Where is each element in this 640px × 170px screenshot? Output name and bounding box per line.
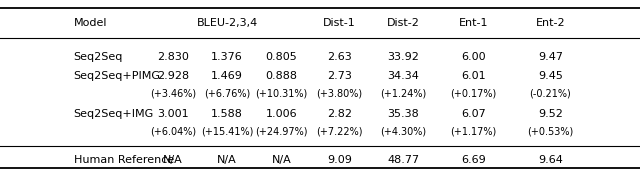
Text: Model: Model	[74, 18, 107, 28]
Text: Seq2Seq+IMG: Seq2Seq+IMG	[74, 109, 154, 119]
Text: 35.38: 35.38	[387, 109, 419, 119]
Text: 6.07: 6.07	[461, 109, 486, 119]
Text: (+3.46%): (+3.46%)	[150, 89, 196, 98]
Text: N/A: N/A	[272, 155, 291, 165]
Text: (+1.24%): (+1.24%)	[380, 89, 426, 98]
Text: (+3.80%): (+3.80%)	[316, 89, 362, 98]
Text: BLEU-2,3,4: BLEU-2,3,4	[196, 18, 258, 28]
Text: (+4.30%): (+4.30%)	[380, 127, 426, 137]
Text: Seq2Seq+PIMG: Seq2Seq+PIMG	[74, 71, 161, 81]
Text: 34.34: 34.34	[387, 71, 419, 81]
Text: (+15.41%): (+15.41%)	[201, 127, 253, 137]
Text: 2.73: 2.73	[327, 71, 351, 81]
Text: 2.830: 2.830	[157, 52, 189, 62]
Text: 0.888: 0.888	[266, 71, 298, 81]
Text: 2.63: 2.63	[327, 52, 351, 62]
Text: (+6.04%): (+6.04%)	[150, 127, 196, 137]
Text: (+0.53%): (+0.53%)	[527, 127, 573, 137]
Text: 1.469: 1.469	[211, 71, 243, 81]
Text: Seq2Seq: Seq2Seq	[74, 52, 123, 62]
Text: Dist-2: Dist-2	[387, 18, 420, 28]
Text: 6.01: 6.01	[461, 71, 486, 81]
Text: Human Reference: Human Reference	[74, 155, 174, 165]
Text: 9.45: 9.45	[538, 71, 563, 81]
Text: 1.006: 1.006	[266, 109, 298, 119]
Text: (+0.17%): (+0.17%)	[451, 89, 497, 98]
Text: 6.69: 6.69	[461, 155, 486, 165]
Text: 9.47: 9.47	[538, 52, 563, 62]
Text: 6.00: 6.00	[461, 52, 486, 62]
Text: (+24.97%): (+24.97%)	[255, 127, 308, 137]
Text: Ent-1: Ent-1	[459, 18, 488, 28]
Text: 1.588: 1.588	[211, 109, 243, 119]
Text: N/A: N/A	[163, 155, 182, 165]
Text: 9.52: 9.52	[538, 109, 563, 119]
Text: 3.001: 3.001	[157, 109, 189, 119]
Text: (+1.17%): (+1.17%)	[451, 127, 497, 137]
Text: 48.77: 48.77	[387, 155, 419, 165]
Text: 9.64: 9.64	[538, 155, 563, 165]
Text: 1.376: 1.376	[211, 52, 243, 62]
Text: (-0.21%): (-0.21%)	[529, 89, 572, 98]
Text: 0.805: 0.805	[266, 52, 298, 62]
Text: (+6.76%): (+6.76%)	[204, 89, 250, 98]
Text: (+10.31%): (+10.31%)	[255, 89, 308, 98]
Text: 2.82: 2.82	[326, 109, 352, 119]
Text: N/A: N/A	[218, 155, 237, 165]
Text: (+7.22%): (+7.22%)	[316, 127, 362, 137]
Text: Ent-2: Ent-2	[536, 18, 565, 28]
Text: 2.928: 2.928	[157, 71, 189, 81]
Text: 9.09: 9.09	[327, 155, 351, 165]
Text: Dist-1: Dist-1	[323, 18, 356, 28]
Text: 33.92: 33.92	[387, 52, 419, 62]
